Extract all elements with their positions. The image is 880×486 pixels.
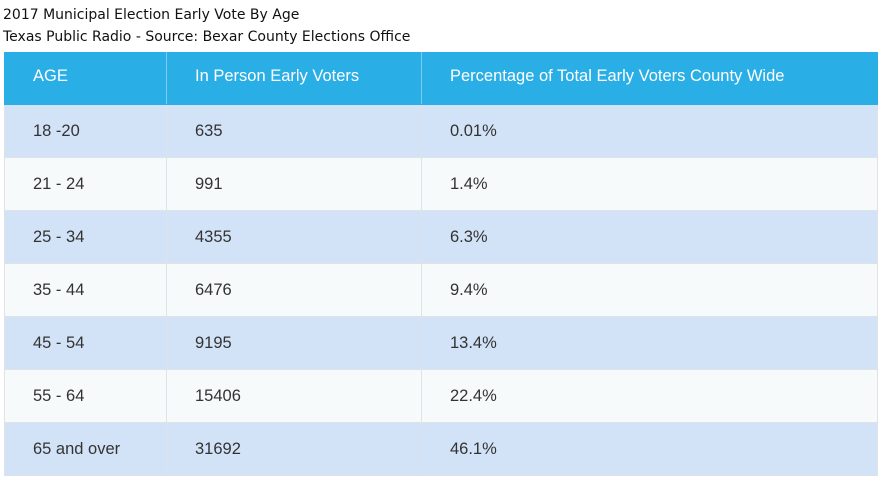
- table-row: 21 - 24 991 1.4%: [4, 157, 878, 211]
- voters-cell: 4355: [166, 210, 422, 264]
- percentage-cell: 46.1%: [421, 422, 878, 476]
- age-cell: 55 - 64: [4, 369, 167, 423]
- voters-cell: 31692: [166, 422, 422, 476]
- age-cell: 25 - 34: [4, 210, 167, 264]
- column-header-voters: In Person Early Voters: [166, 52, 422, 105]
- table-row: 18 -20 635 0.01%: [4, 104, 878, 158]
- table-row: 65 and over 31692 46.1%: [4, 422, 878, 476]
- percentage-cell: 13.4%: [421, 316, 878, 370]
- table-row: 45 - 54 9195 13.4%: [4, 316, 878, 370]
- table-row: 55 - 64 15406 22.4%: [4, 369, 878, 423]
- table-row: 25 - 34 4355 6.3%: [4, 210, 878, 264]
- chart-subtitle: Texas Public Radio - Source: Bexar Count…: [3, 29, 411, 45]
- percentage-cell: 1.4%: [421, 157, 878, 211]
- age-cell: 21 - 24: [4, 157, 167, 211]
- column-header-age: AGE: [4, 52, 167, 105]
- voters-cell: 9195: [166, 316, 422, 370]
- table-header: AGE In Person Early Voters Percentage of…: [4, 52, 878, 105]
- chart-caption: 2017 Municipal Election Early Vote By Ag…: [3, 4, 410, 48]
- percentage-cell: 9.4%: [421, 263, 878, 317]
- chart-title: 2017 Municipal Election Early Vote By Ag…: [3, 7, 300, 23]
- age-cell: 35 - 44: [4, 263, 167, 317]
- voters-cell: 15406: [166, 369, 422, 423]
- age-cell: 45 - 54: [4, 316, 167, 370]
- table-body: 18 -20 635 0.01% 21 - 24 991 1.4% 25 - 34 4355 6…: [4, 104, 878, 476]
- age-cell: 18 -20: [4, 104, 167, 158]
- percentage-cell: 22.4%: [421, 369, 878, 423]
- header-row: AGE In Person Early Voters Percentage of…: [4, 52, 878, 105]
- percentage-cell: 6.3%: [421, 210, 878, 264]
- age-cell: 65 and over: [4, 422, 167, 476]
- voters-cell: 635: [166, 104, 422, 158]
- table-row: 35 - 44 6476 9.4%: [4, 263, 878, 317]
- early-vote-table: AGE In Person Early Voters Percentage of…: [4, 52, 878, 476]
- voters-cell: 991: [166, 157, 422, 211]
- percentage-cell: 0.01%: [421, 104, 878, 158]
- column-header-percentage: Percentage of Total Early Voters County …: [421, 52, 878, 105]
- voters-cell: 6476: [166, 263, 422, 317]
